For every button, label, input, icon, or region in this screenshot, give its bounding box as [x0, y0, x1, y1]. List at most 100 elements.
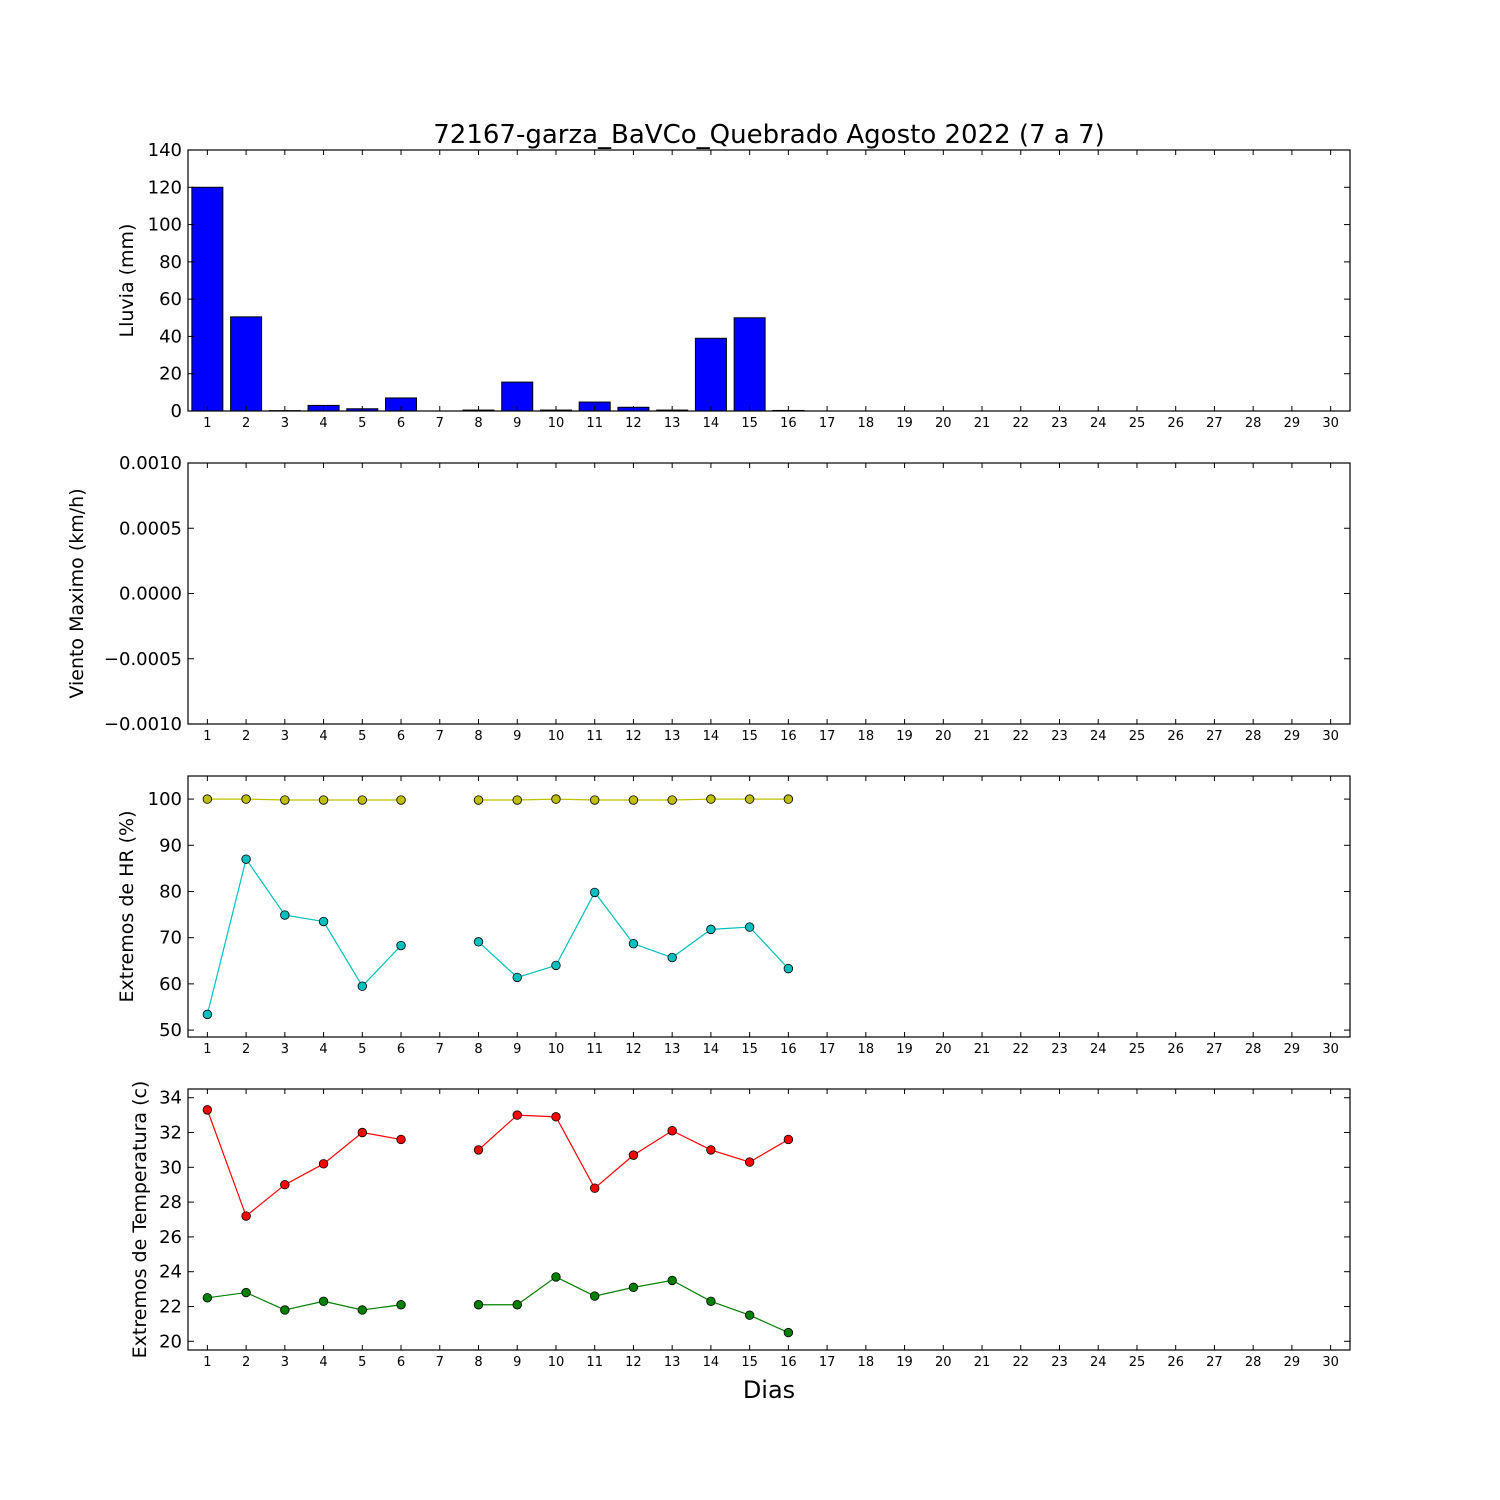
y-tick-label: 60: [159, 289, 182, 310]
series-1-point-day-6: [396, 795, 406, 805]
x-tick-label: 3: [281, 729, 289, 744]
x-tick-label: 6: [397, 1355, 405, 1370]
x-tick-label: 6: [397, 729, 405, 744]
series-1-point-day-2: [241, 1211, 251, 1221]
x-tick-label: 24: [1090, 1042, 1107, 1057]
series-2-point-day-16: [783, 963, 794, 974]
x-tick-label: 24: [1090, 729, 1107, 744]
series-1-point-day-11: [590, 1183, 600, 1193]
y-axis-label: Lluvia (mm): [116, 224, 138, 338]
x-tick-label: 29: [1284, 416, 1301, 431]
series-2-point-day-14: [706, 924, 716, 935]
y-tick-label: 34: [159, 1088, 182, 1109]
x-tick-label: 11: [586, 729, 603, 744]
x-tick-label: 10: [548, 1355, 565, 1370]
bar-day-2: [230, 316, 263, 412]
x-tick-label: 9: [513, 416, 521, 431]
x-tick-label: 23: [1051, 1355, 1068, 1370]
series-1-point-day-6: [396, 1134, 406, 1145]
y-tick-label: 30: [159, 1157, 182, 1178]
x-tick-label: 19: [896, 1355, 913, 1370]
series-2-point-day-5: [357, 981, 368, 991]
y-tick-label: −0.0005: [104, 649, 182, 670]
series-2-point-day-11: [590, 887, 600, 898]
x-tick-label: 12: [625, 729, 642, 744]
series-2-point-day-9: [512, 1300, 522, 1310]
series-1-point-day-3: [280, 795, 290, 805]
series-2-point-day-10: [551, 960, 561, 971]
series-2-point-day-13: [667, 1275, 677, 1286]
series-1-point-day-12: [628, 1150, 639, 1160]
series-2-line-segment-1: [206, 857, 402, 1015]
series-2-point-day-12: [628, 1282, 639, 1293]
x-tick-label: 20: [935, 1355, 952, 1370]
x-tick-label: 22: [1012, 1355, 1029, 1370]
series-2-point-day-10: [551, 1272, 561, 1282]
y-tick-label: −0.0010: [104, 714, 182, 735]
x-tick-label: 17: [819, 1042, 836, 1057]
x-tick-label: 5: [358, 416, 366, 431]
series-2-point-day-5: [357, 1305, 368, 1315]
x-tick-label: 19: [896, 1042, 913, 1057]
x-tick-label: 29: [1284, 1355, 1301, 1370]
x-tick-label: 4: [319, 1355, 327, 1370]
series-1-point-day-8: [473, 795, 484, 805]
x-tick-label: 7: [436, 729, 444, 744]
x-tick-label: 18: [858, 1355, 875, 1370]
x-tick-label: 9: [513, 729, 521, 744]
x-tick-label: 21: [974, 1355, 991, 1370]
x-axis-label: Dias: [743, 1376, 795, 1404]
y-tick-label: 24: [159, 1262, 182, 1283]
series-1-point-day-14: [706, 794, 716, 804]
y-tick-label: 100: [148, 215, 182, 236]
series-1-point-day-1: [202, 794, 213, 804]
x-tick-label: 18: [858, 1042, 875, 1057]
series-1-point-day-12: [628, 795, 639, 805]
x-tick-label: 13: [664, 416, 681, 431]
x-tick-label: 10: [548, 1042, 565, 1057]
x-tick-label: 30: [1322, 1355, 1339, 1370]
x-tick-label: 18: [858, 416, 875, 431]
series-2-point-day-11: [590, 1291, 600, 1301]
y-tick-label: 100: [148, 789, 182, 810]
series-1-point-day-3: [280, 1179, 290, 1190]
x-tick-label: 28: [1245, 729, 1262, 744]
x-tick-label: 19: [896, 416, 913, 431]
series-2-point-day-2: [241, 1287, 251, 1298]
series-2-point-day-4: [318, 916, 329, 927]
y-tick-label: 140: [148, 140, 182, 161]
x-tick-label: 7: [436, 1355, 444, 1370]
y-tick-label: 80: [159, 252, 182, 273]
x-tick-label: 12: [625, 1042, 642, 1057]
series-1-point-day-4: [318, 795, 329, 805]
x-tick-label: 29: [1284, 1042, 1301, 1057]
x-tick-label: 28: [1245, 1042, 1262, 1057]
y-tick-label: 20: [159, 364, 182, 385]
series-2-point-day-1: [202, 1009, 213, 1020]
x-tick-label: 26: [1167, 729, 1184, 744]
series-1-point-day-15: [744, 794, 755, 804]
x-tick-label: 11: [586, 416, 603, 431]
x-tick-label: 5: [358, 1355, 366, 1370]
x-tick-label: 26: [1167, 1042, 1184, 1057]
x-tick-label: 4: [319, 729, 327, 744]
x-tick-label: 27: [1206, 416, 1223, 431]
y-tick-label: 120: [148, 177, 182, 198]
x-tick-label: 25: [1129, 1355, 1146, 1370]
x-tick-label: 26: [1167, 416, 1184, 431]
x-tick-label: 20: [935, 729, 952, 744]
x-tick-label: 2: [242, 1042, 250, 1057]
series-2-line-segment-1: [207, 1291, 402, 1311]
x-tick-label: 21: [974, 729, 991, 744]
x-tick-label: 23: [1051, 1042, 1068, 1057]
y-tick-label: 60: [159, 974, 182, 995]
series-2-point-day-8: [473, 937, 484, 947]
bar-day-1: [191, 186, 224, 412]
y-tick-label: 80: [159, 881, 182, 902]
x-tick-label: 6: [397, 416, 405, 431]
y-axis-label: Extremos de Temperatura (c): [129, 1081, 151, 1359]
x-tick-label: 16: [780, 1042, 797, 1057]
series-1-point-day-15: [744, 1157, 755, 1167]
x-tick-label: 26: [1167, 1355, 1184, 1370]
